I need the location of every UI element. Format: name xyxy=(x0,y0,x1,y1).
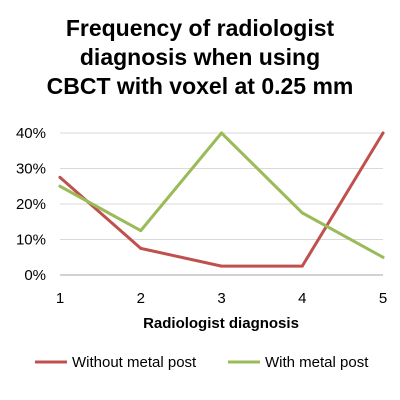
y-tick-label: 40% xyxy=(16,125,46,142)
x-tick-label: 4 xyxy=(298,290,306,307)
data-point xyxy=(300,211,304,215)
chart-title-line-2: diagnosis when using xyxy=(79,44,321,70)
x-axis-label: Radiologist diagnosis xyxy=(143,315,299,332)
legend: Without metal post With metal post xyxy=(35,354,369,371)
y-tick-labels: 0% 10% 20% 30% 40% xyxy=(16,125,46,284)
legend-label: Without metal post xyxy=(72,354,197,371)
series-line-1 xyxy=(58,131,385,268)
data-point xyxy=(139,246,143,250)
x-tick-label: 2 xyxy=(137,290,145,307)
x-tick-label: 3 xyxy=(217,290,225,307)
chart-title: Frequency of radiologist diagnosis when … xyxy=(0,14,400,101)
x-tick-label: 1 xyxy=(56,290,64,307)
data-point xyxy=(139,229,143,233)
series-lines xyxy=(58,131,385,268)
chart-title-line-1: Frequency of radiologist xyxy=(65,15,335,41)
y-tick-label: 10% xyxy=(16,232,46,249)
series-line-2 xyxy=(58,131,385,259)
y-tick-label: 0% xyxy=(24,267,46,284)
data-point xyxy=(58,175,62,179)
data-point xyxy=(381,255,385,259)
x-tick-label: 5 xyxy=(379,290,387,307)
data-point xyxy=(58,184,62,188)
data-point xyxy=(220,131,223,135)
legend-label: With metal post xyxy=(265,354,369,371)
y-tick-label: 30% xyxy=(16,161,46,178)
chart-title-line-3: CBCT with voxel at 0.25 mm xyxy=(46,73,354,99)
data-point xyxy=(300,264,304,268)
gridlines xyxy=(60,132,383,240)
y-tick-label: 20% xyxy=(16,196,46,213)
data-point xyxy=(220,264,223,268)
data-point xyxy=(381,131,385,135)
x-tick-labels: 1 2 3 4 5 xyxy=(56,290,387,307)
